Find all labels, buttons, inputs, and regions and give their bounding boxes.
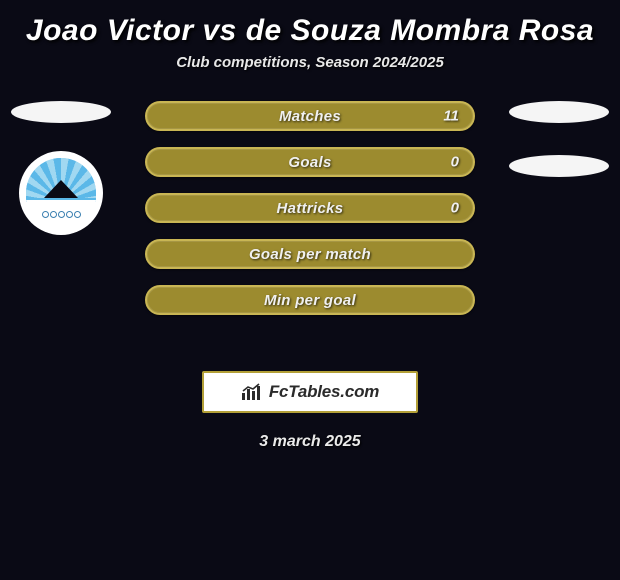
stat-label: Hattricks [277, 200, 344, 217]
brand-text: FcTables.com [269, 382, 379, 402]
brand-box: FcTables.com [202, 371, 418, 413]
comparison-section: Matches 11 Goals 0 Hattricks 0 Goals per… [0, 101, 620, 351]
player-placeholder [509, 101, 609, 123]
page-title: Joao Victor vs de Souza Mombra Rosa [0, 8, 620, 54]
club-placeholder [509, 155, 609, 177]
player-placeholder [11, 101, 111, 123]
stat-value: 11 [443, 108, 459, 125]
page-root: Joao Victor vs de Souza Mombra Rosa Club… [0, 0, 620, 451]
stat-label: Min per goal [264, 292, 356, 309]
club-badge-art [22, 154, 100, 232]
stat-bar-goals-per-match: Goals per match [145, 239, 475, 269]
date-text: 3 march 2025 [0, 433, 620, 451]
stat-bar-min-per-goal: Min per goal [145, 285, 475, 315]
stat-label: Goals [288, 154, 331, 171]
stat-bar-hattricks: Hattricks 0 [145, 193, 475, 223]
club-badge [19, 151, 103, 235]
page-subtitle: Club competitions, Season 2024/2025 [0, 54, 620, 71]
stat-label: Matches [279, 108, 341, 125]
stat-value: 0 [451, 154, 459, 171]
bar-chart-icon [241, 383, 263, 401]
stat-bar-goals: Goals 0 [145, 147, 475, 177]
stat-label: Goals per match [249, 246, 371, 263]
stat-bar-matches: Matches 11 [145, 101, 475, 131]
stat-value: 0 [451, 200, 459, 217]
stat-bars: Matches 11 Goals 0 Hattricks 0 Goals per… [145, 101, 475, 315]
left-player-column [6, 101, 116, 235]
right-player-column [504, 101, 614, 177]
